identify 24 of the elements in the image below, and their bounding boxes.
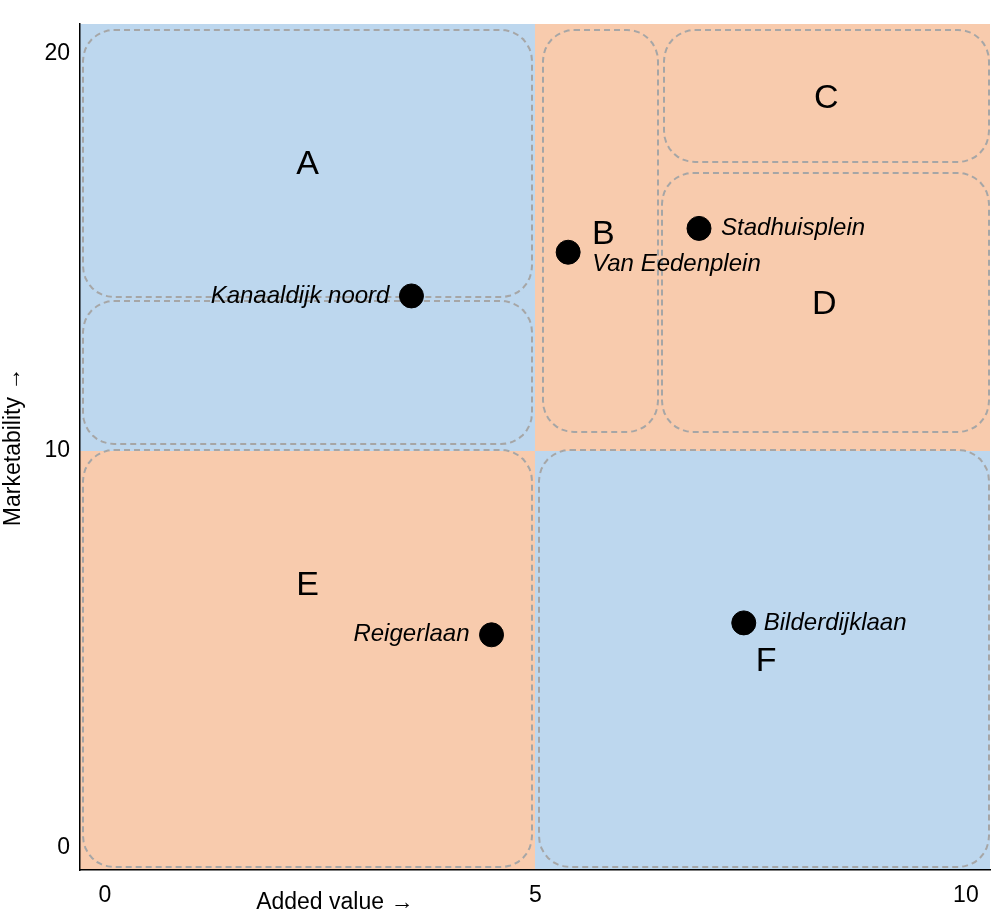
y-tick-label: 10: [44, 436, 70, 463]
point: [398, 283, 424, 309]
series-label: Van Eedenplein: [592, 248, 761, 276]
y-tick-label: 20: [44, 38, 70, 65]
series-label: Stadhuisplein: [721, 213, 866, 241]
point: [731, 610, 757, 636]
annotation: C: [813, 76, 839, 115]
annotation: B: [591, 212, 615, 251]
annotation: F: [755, 640, 777, 679]
point: [686, 215, 712, 241]
x-tick-label: 10: [953, 881, 979, 908]
series-label: Bilderdijklaan: [763, 607, 907, 635]
x-tick-label: 0: [98, 881, 112, 908]
point: [555, 239, 581, 265]
point: [479, 622, 505, 648]
annotation: A: [296, 143, 320, 182]
y-axis-title: Marketability →: [0, 367, 26, 527]
annotation: D: [812, 283, 837, 322]
x-tick-label: 5: [529, 881, 542, 908]
annotation: E: [296, 564, 319, 603]
series-label: Reigerlaan: [353, 619, 470, 647]
series-label: Kanaaldijk noord: [210, 280, 391, 308]
y-tick-label: 0: [57, 833, 70, 860]
x-axis-title: Added value →: [256, 888, 414, 914]
